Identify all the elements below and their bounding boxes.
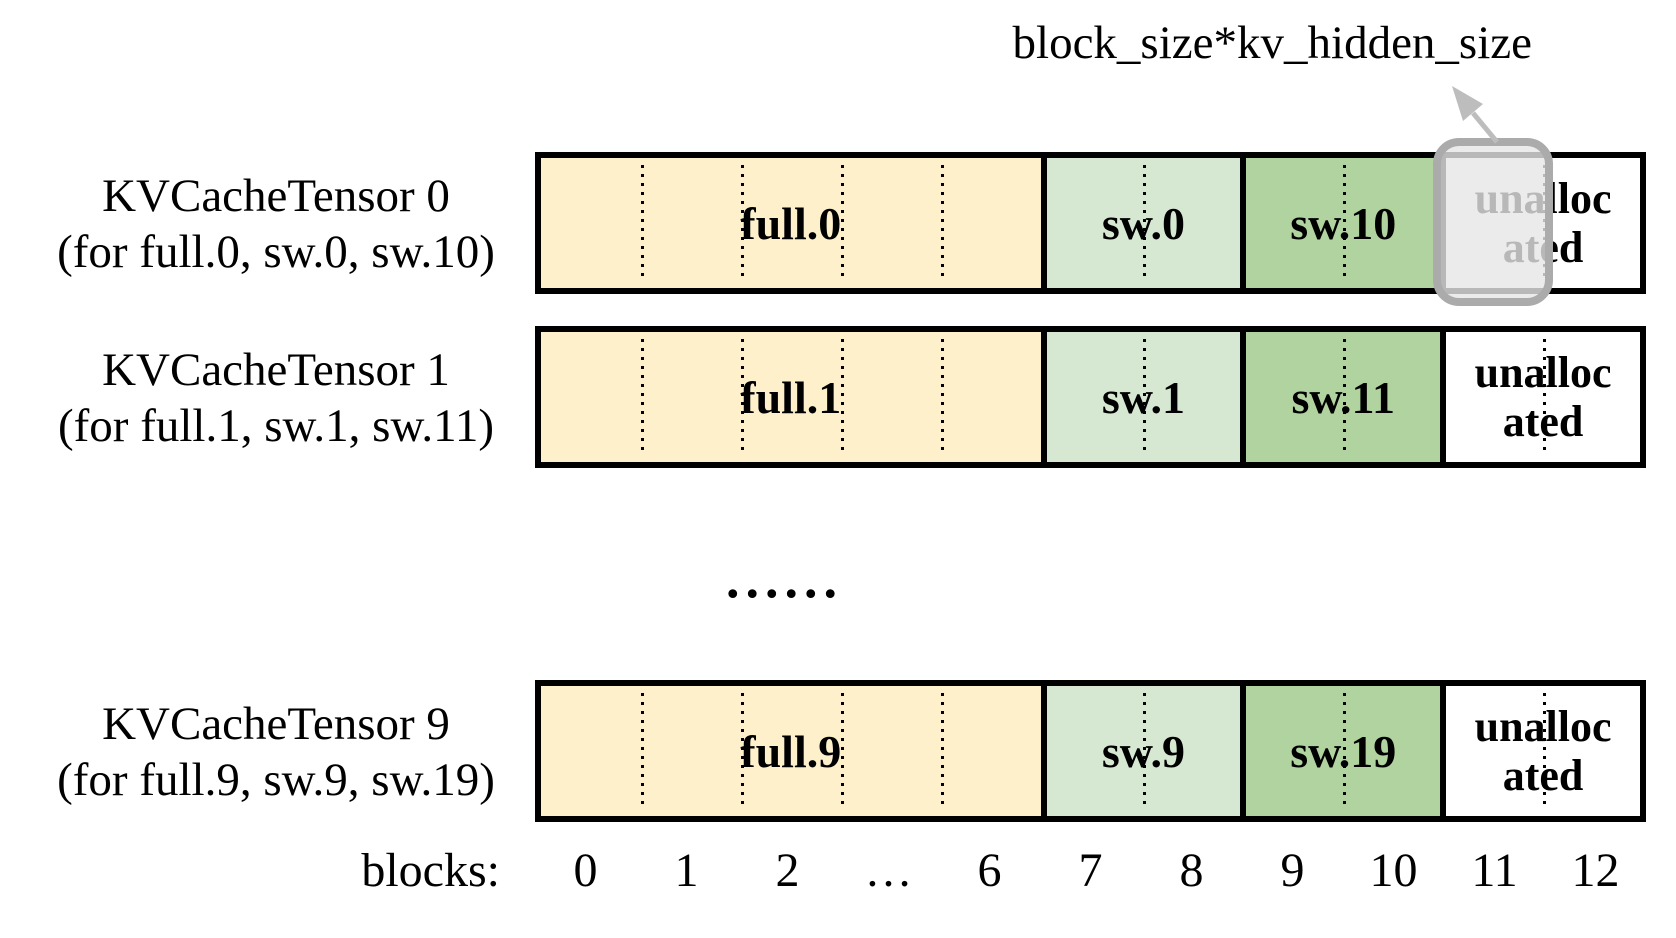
row-label-kvcachetensor-1: KVCacheTensor 1 (for full.1, sw.1, sw.11… <box>22 342 530 454</box>
axis-tick: 11 <box>1471 844 1518 897</box>
cell-divider <box>740 165 744 281</box>
tensor-subtitle: (for full.9, sw.9, sw.19) <box>57 754 495 806</box>
cell-divider <box>840 693 844 809</box>
axis-tick: 9 <box>1280 844 1305 897</box>
segment-label: sw.1 <box>1101 371 1185 423</box>
tensor-bar-9: full.9 sw.9 sw.19 unallocated <box>535 680 1646 822</box>
cell-divider <box>640 339 644 455</box>
segment-unallocated-9: unallocated <box>1440 686 1640 816</box>
segment-full-9: full.9 <box>541 686 1041 816</box>
segment-unallocated-1: unallocated <box>1440 332 1640 462</box>
tensor-name: KVCacheTensor 1 <box>102 344 450 396</box>
segment-sw-0: sw.0 <box>1040 158 1241 288</box>
segment-label: sw.9 <box>1101 725 1185 777</box>
segment-label: full.1 <box>740 371 842 423</box>
annotation-arrow-icon <box>1452 86 1499 144</box>
axis-tick: 12 <box>1571 844 1620 897</box>
cell-divider <box>940 339 944 455</box>
cell-divider <box>1143 165 1147 281</box>
cell-divider <box>1543 693 1547 809</box>
block-highlight-box <box>1433 138 1553 306</box>
rows-ellipsis: ...... <box>726 549 843 609</box>
tensor-bar-1: full.1 sw.1 sw.11 unallocated <box>535 326 1646 468</box>
cell-divider <box>1343 165 1347 281</box>
cell-divider <box>840 165 844 281</box>
segment-sw-9: sw.9 <box>1040 686 1241 816</box>
cell-divider <box>1143 693 1147 809</box>
segment-sw-11: sw.11 <box>1240 332 1441 462</box>
block-size-annotation: block_size*kv_hidden_size <box>1012 17 1532 69</box>
cell-divider <box>1343 339 1347 455</box>
axis-tick: 7 <box>1078 844 1103 897</box>
segment-label: unallocated <box>1474 347 1612 446</box>
cell-divider <box>640 693 644 809</box>
segment-label: full.9 <box>740 725 842 777</box>
axis-tick: … <box>864 844 913 897</box>
cell-divider <box>1143 339 1147 455</box>
tensor-name: KVCacheTensor 0 <box>102 170 450 222</box>
axis-tick: 0 <box>573 844 598 897</box>
tensor-bar-0: full.0 sw.0 sw.10 unallocated <box>535 152 1646 294</box>
cell-divider <box>1343 693 1347 809</box>
axis-tick: 1 <box>674 844 699 897</box>
axis-tick: 2 <box>775 844 800 897</box>
segment-sw-19: sw.19 <box>1240 686 1441 816</box>
axis-tick: 6 <box>977 844 1002 897</box>
cell-divider <box>940 693 944 809</box>
tensor-subtitle: (for full.0, sw.0, sw.10) <box>57 226 495 278</box>
cell-divider <box>740 339 744 455</box>
segment-label: sw.19 <box>1290 725 1397 777</box>
segment-label: full.0 <box>740 197 842 249</box>
cell-divider <box>940 165 944 281</box>
segment-label: sw.10 <box>1290 197 1397 249</box>
axis-tick: 8 <box>1179 844 1204 897</box>
row-label-kvcachetensor-0: KVCacheTensor 0 (for full.0, sw.0, sw.10… <box>22 168 530 280</box>
segment-full-0: full.0 <box>541 158 1041 288</box>
segment-label: unallocated <box>1474 701 1612 800</box>
axis-tick: 10 <box>1369 844 1418 897</box>
cell-divider <box>840 339 844 455</box>
row-label-kvcachetensor-9: KVCacheTensor 9 (for full.9, sw.9, sw.19… <box>22 696 530 808</box>
blocks-axis-ticks: 0 1 2 … 6 7 8 9 10 11 12 <box>535 843 1646 898</box>
cell-divider <box>740 693 744 809</box>
segment-full-1: full.1 <box>541 332 1041 462</box>
segment-sw-10: sw.10 <box>1240 158 1441 288</box>
cell-divider <box>1543 339 1547 455</box>
blocks-axis-label: blocks: <box>361 844 500 897</box>
tensor-subtitle: (for full.1, sw.1, sw.11) <box>58 400 494 452</box>
tensor-name: KVCacheTensor 9 <box>102 698 450 750</box>
segment-label: sw.0 <box>1101 197 1185 249</box>
cell-divider <box>640 165 644 281</box>
segment-sw-1: sw.1 <box>1040 332 1241 462</box>
segment-label: sw.11 <box>1291 371 1396 423</box>
